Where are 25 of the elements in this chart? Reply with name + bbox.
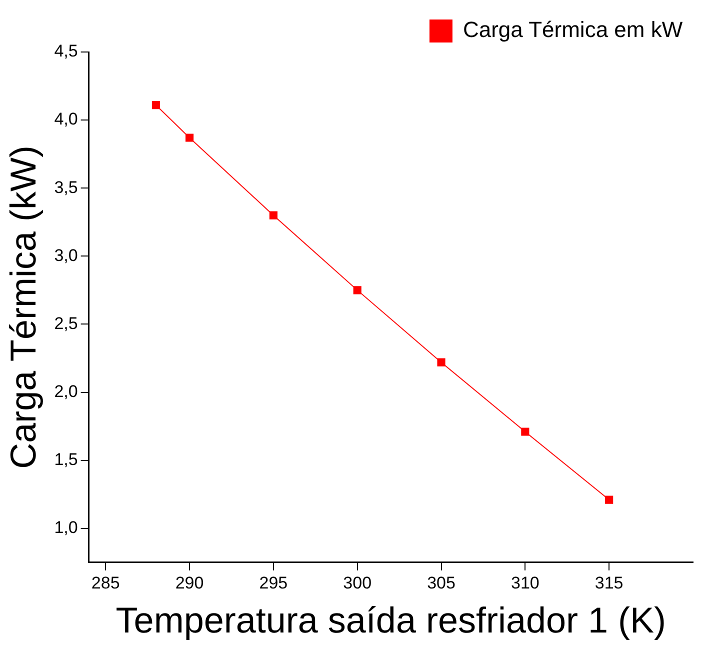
y-tick-label: 2,5 xyxy=(54,314,78,333)
point xyxy=(605,496,614,504)
x-tick-label: 310 xyxy=(510,573,540,592)
point xyxy=(269,211,278,220)
point xyxy=(353,286,362,294)
x-axis-title: Temperatura saída resfriador 1 (K) xyxy=(116,599,666,640)
y-tick-label: 4,0 xyxy=(54,110,78,129)
x-tick-label: 285 xyxy=(91,573,120,592)
point xyxy=(521,428,530,436)
x-tick-label: 315 xyxy=(594,573,624,592)
x-tick-label: 290 xyxy=(175,573,204,592)
y-tick-label: 1,5 xyxy=(54,450,78,470)
legend-label: Carga Térmica em kW xyxy=(462,17,683,42)
x-tick-label: 300 xyxy=(343,573,372,592)
y-tick-label: 2,0 xyxy=(54,382,78,401)
y-tick-label: 3,0 xyxy=(54,246,78,265)
y-tick-label: 1,0 xyxy=(54,518,78,538)
y-tick-label: 4,5 xyxy=(54,42,78,61)
x-tick-label: 295 xyxy=(259,573,288,592)
x-tick-label: 305 xyxy=(427,573,456,592)
y-axis-title: Carga Térmica (kW) xyxy=(2,146,44,469)
y-tick-label: 3,5 xyxy=(54,178,78,197)
point xyxy=(437,358,446,366)
point xyxy=(152,101,160,110)
point xyxy=(185,134,194,142)
